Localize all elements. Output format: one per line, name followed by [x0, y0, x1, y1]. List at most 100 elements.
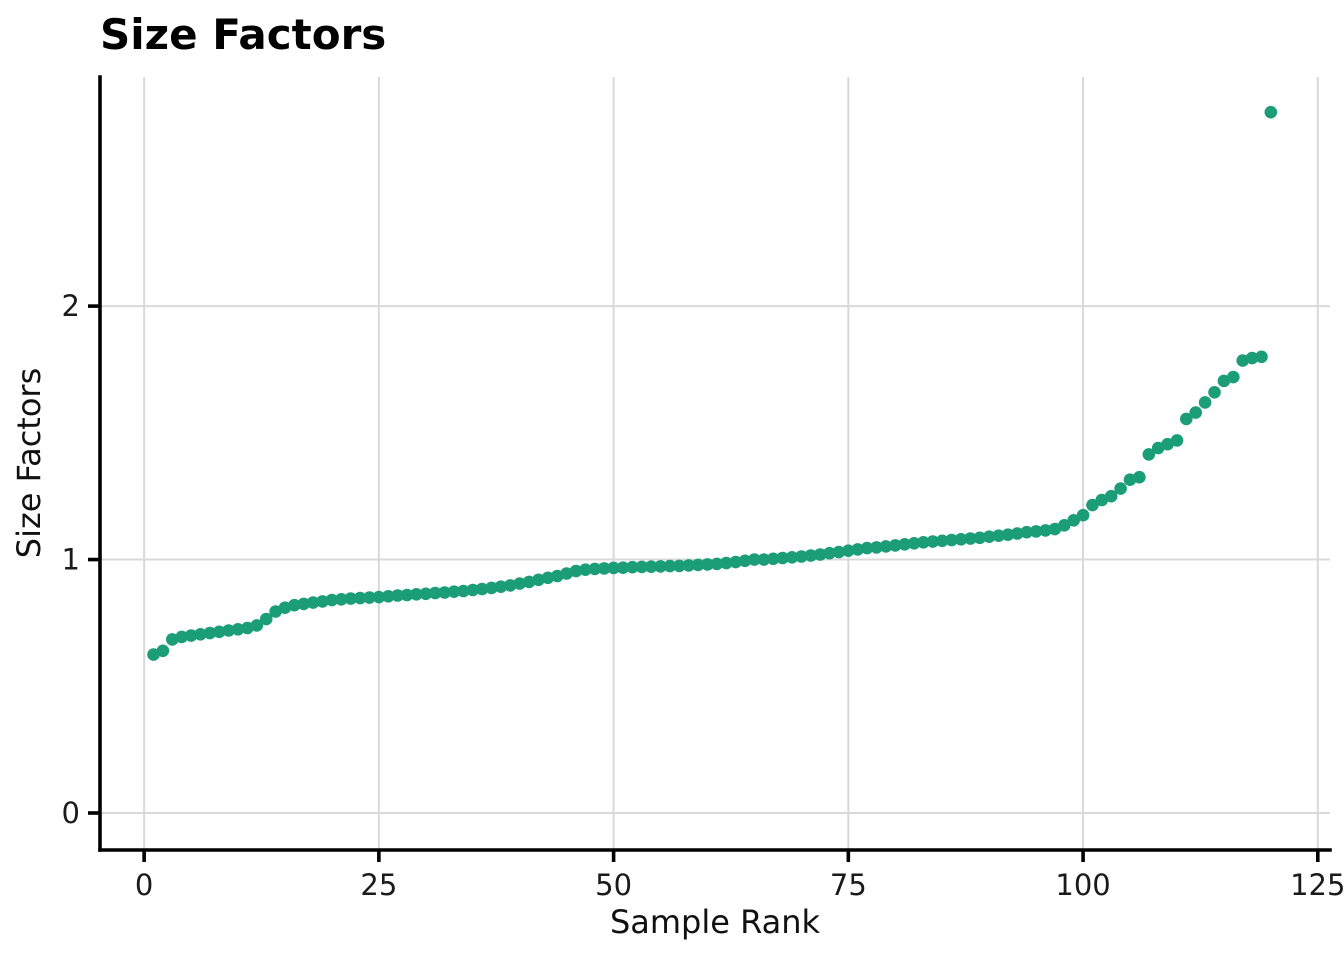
- data-points: [147, 105, 1278, 661]
- data-point: [644, 560, 658, 573]
- data-point: [757, 553, 771, 566]
- data-point: [419, 587, 433, 601]
- data-point: [691, 558, 705, 572]
- data-point: [851, 543, 864, 556]
- data-point: [1039, 524, 1052, 537]
- data-point: [1142, 448, 1156, 461]
- data-point: [410, 588, 423, 601]
- data-point: [335, 593, 348, 606]
- data-point: [466, 583, 480, 597]
- data-point: [259, 612, 273, 626]
- data-point: [804, 549, 818, 562]
- data-point: [306, 596, 320, 609]
- data-point: [288, 598, 301, 612]
- data-point: [1245, 351, 1259, 365]
- data-point: [1208, 386, 1221, 399]
- data-point: [353, 591, 367, 605]
- y-tick-label: 2: [62, 289, 80, 323]
- data-point: [1001, 528, 1015, 541]
- data-point: [654, 560, 667, 573]
- data-point: [1011, 527, 1024, 540]
- data-point: [1227, 370, 1240, 384]
- data-point: [973, 531, 987, 545]
- data-point: [400, 588, 414, 602]
- data-point: [766, 552, 780, 566]
- data-point: [382, 590, 395, 603]
- data-point: [1198, 396, 1212, 409]
- y-tick-label: 1: [62, 543, 80, 577]
- data-point: [447, 585, 461, 598]
- data-point: [513, 577, 526, 590]
- data-point: [748, 553, 761, 566]
- data-point: [945, 533, 958, 547]
- data-point: [1189, 406, 1202, 419]
- data-point: [1104, 489, 1118, 503]
- data-point: [889, 539, 902, 552]
- data-point: [569, 564, 583, 578]
- data-point: [1029, 525, 1043, 538]
- data-point: [532, 573, 545, 587]
- data-point: [870, 541, 883, 554]
- data-point: [297, 597, 311, 611]
- data-point: [607, 561, 620, 575]
- data-point: [184, 629, 198, 642]
- data-point: [325, 593, 339, 607]
- data-point: [729, 555, 742, 569]
- data-point: [701, 558, 714, 571]
- data-point: [504, 579, 517, 592]
- data-point: [832, 545, 846, 559]
- data-point: [663, 559, 677, 573]
- data-point: [203, 626, 217, 640]
- data-point: [795, 550, 808, 563]
- x-tick-label: 100: [1055, 868, 1110, 902]
- data-point: [710, 557, 724, 571]
- data-point: [682, 559, 695, 572]
- data-point: [428, 586, 442, 600]
- data-point: [776, 551, 789, 565]
- axes: [88, 75, 1332, 862]
- data-point: [597, 562, 611, 575]
- data-point: [917, 536, 930, 549]
- tick-labels: 0 25 50 75 100 125 0 1 2: [62, 289, 1344, 902]
- data-point: [485, 581, 498, 595]
- data-point: [813, 548, 827, 561]
- gridlines: [100, 77, 1330, 850]
- data-point: [457, 584, 470, 598]
- data-point: [738, 554, 752, 568]
- y-tick-label: 0: [62, 796, 80, 830]
- data-point: [673, 559, 686, 573]
- data-point: [1170, 434, 1184, 447]
- data-point: [391, 589, 404, 602]
- data-point: [842, 544, 855, 557]
- data-point: [898, 538, 911, 551]
- x-tick-label: 125: [1290, 868, 1344, 902]
- chart-title: Size Factors: [100, 10, 386, 59]
- data-point: [907, 537, 921, 550]
- data-point: [522, 575, 536, 589]
- data-point: [785, 551, 799, 564]
- data-point: [616, 561, 630, 574]
- data-point: [579, 563, 592, 576]
- data-point: [175, 630, 188, 644]
- data-point: [635, 560, 649, 574]
- data-point: [1180, 412, 1193, 426]
- data-point: [222, 624, 235, 637]
- data-point: [954, 533, 968, 546]
- x-tick-label: 25: [360, 868, 397, 902]
- data-point: [1067, 514, 1080, 527]
- data-point: [588, 562, 602, 576]
- x-tick-label: 0: [135, 868, 153, 902]
- data-point: [156, 644, 170, 658]
- x-tick-label: 75: [830, 868, 867, 902]
- data-point: [475, 582, 489, 596]
- data-point: [372, 590, 386, 604]
- x-axis-label: Sample Rank: [610, 903, 821, 941]
- data-point: [1255, 350, 1268, 364]
- data-point: [363, 591, 376, 604]
- data-point: [1086, 498, 1099, 512]
- data-point: [1076, 508, 1090, 522]
- data-point: [1114, 482, 1127, 495]
- data-point: [935, 534, 949, 548]
